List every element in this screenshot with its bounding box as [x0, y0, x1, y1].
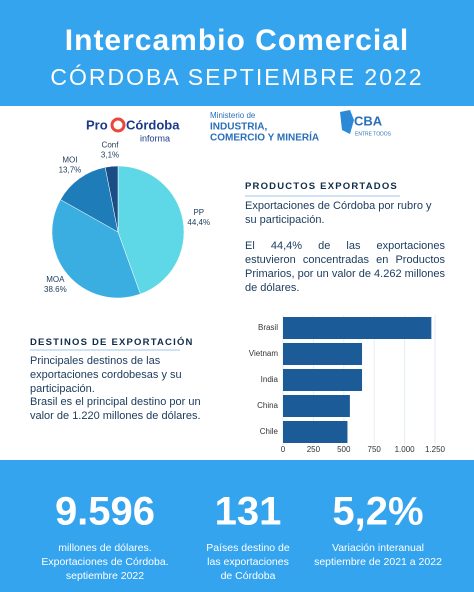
- logo-text: informa: [140, 133, 170, 143]
- title: Intercambio Comercial: [65, 24, 409, 57]
- logo-icon: [340, 110, 354, 134]
- slice-label: MOA: [46, 275, 65, 284]
- paragraph: Exportaciones de Córdoba por rubro y su …: [245, 200, 432, 226]
- pie-slice: [60, 166, 119, 233]
- slice-label: MOI: [62, 156, 77, 165]
- paragraph: Brasil es el principal destino por un va…: [30, 396, 201, 422]
- logo-icon: [110, 117, 126, 133]
- stat-caption: de Córdoba: [221, 570, 276, 582]
- stat-caption: Exportaciones de Córdoba.: [41, 556, 168, 568]
- stat-caption: Variación interanual: [332, 542, 424, 554]
- stat-caption: las exportaciones: [207, 556, 289, 568]
- paragraph: Principales destinos de las exportacione…: [30, 355, 182, 395]
- slice-value-label: 13,7%: [59, 166, 82, 175]
- y-tick-label: Brasil: [258, 323, 278, 332]
- bar: [283, 421, 348, 443]
- header-band: [0, 0, 474, 106]
- slice-value-label: 44,4%: [187, 218, 210, 227]
- stat-value: 9.596: [55, 490, 155, 534]
- subtitle: CÓRDOBA SEPTIEMBRE 2022: [50, 64, 423, 90]
- x-tick-label: 1.000: [395, 445, 416, 454]
- y-tick-label: India: [261, 375, 279, 384]
- stat-value: 131: [215, 490, 282, 534]
- stat-value: 5,2%: [332, 490, 423, 534]
- x-tick-label: 500: [337, 445, 351, 454]
- stat-caption: septiembre 2022: [66, 570, 144, 582]
- paragraph: El 44,4% de las exportaciones estuvieron…: [245, 240, 445, 294]
- x-tick-label: 1.250: [425, 445, 446, 454]
- slice-value-label: 3,1%: [101, 150, 119, 159]
- bar: [283, 369, 363, 391]
- pie-slice: [104, 165, 119, 233]
- logo-text: ENTRE TODOS: [355, 131, 392, 137]
- footer-band: [0, 460, 474, 592]
- logo-text: Pro: [86, 117, 108, 132]
- slice-label: PP: [193, 208, 204, 217]
- x-tick-label: 750: [368, 445, 382, 454]
- pie-slice: [117, 165, 185, 295]
- logo-text: Ministerio de: [210, 111, 256, 120]
- bar: [283, 343, 363, 365]
- logo-text: CBA: [354, 113, 383, 128]
- stat-caption: millones de dólares.: [58, 542, 151, 554]
- stat-caption: septiembre de 2021 a 2022: [314, 556, 442, 568]
- pie-slice: [51, 199, 141, 299]
- heading: DESTINOS DE EXPORTACIÓN: [30, 337, 194, 348]
- slice-label: Conf: [102, 140, 120, 149]
- x-tick-label: 0: [281, 445, 286, 454]
- heading: PRODUCTOS EXPORTADOS: [245, 181, 398, 192]
- bar: [283, 395, 350, 417]
- bar: [283, 317, 432, 339]
- y-tick-label: China: [257, 401, 278, 410]
- logo-text: INDUSTRIA,: [210, 122, 267, 133]
- y-tick-label: Vietnam: [249, 349, 279, 358]
- stat-caption: Países destino de: [206, 542, 290, 554]
- logo-text: Córdoba: [126, 117, 180, 132]
- logo-text: COMERCIO Y MINERÍA: [210, 131, 319, 144]
- x-tick-label: 250: [307, 445, 321, 454]
- y-tick-label: Chile: [260, 427, 279, 436]
- slice-value-label: 38.6%: [44, 285, 67, 294]
